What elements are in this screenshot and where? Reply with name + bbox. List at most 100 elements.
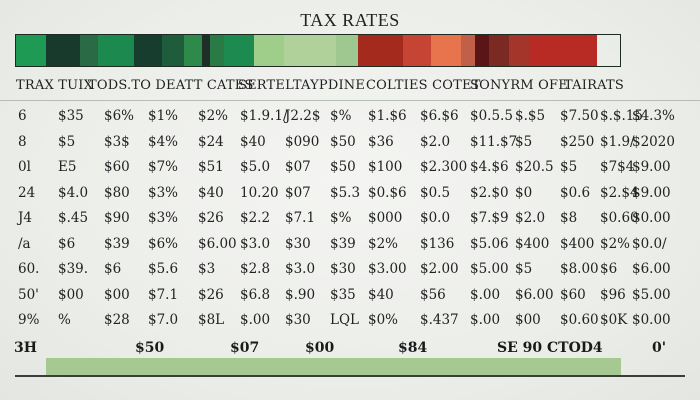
table-cell: $39. [58, 261, 89, 277]
table-cell: $0.60 [600, 210, 639, 226]
table-cell: $51 [198, 159, 224, 175]
table-cell: $0.0 [420, 210, 451, 226]
table-cell: /a [18, 235, 31, 252]
table-cell: $3% [148, 210, 179, 226]
table-cell: $7$4 [600, 159, 635, 175]
table-cell: $.$.15 [600, 108, 643, 124]
table-cell: $6.00 [198, 235, 237, 252]
table-cell: $7% [148, 159, 179, 175]
color-scale-band [15, 34, 621, 67]
table-cell: $100 [368, 159, 403, 175]
table-cell: $7.0 [148, 312, 179, 328]
table-cell: $40 [368, 286, 394, 303]
bottom-rule [15, 375, 685, 377]
table-cell: $.437 [420, 312, 459, 328]
table-cell: 10.20 [240, 184, 279, 201]
table-cell: $4.0 [58, 184, 89, 201]
table-cell: $3$ [104, 133, 130, 150]
table-cell: $30 [285, 235, 311, 252]
footer-cell-2: $50 [135, 340, 165, 356]
table-cell: $7.50 [560, 108, 599, 124]
table-cell: $4.3% [632, 108, 675, 124]
table-cell: $2020 [632, 133, 675, 150]
table-cell: $28 [104, 312, 130, 328]
table-footer: 3H $50 $07 $00 $84 SE 90 CTOD4 0' [0, 340, 700, 360]
column-headers: TRAX TUIX TODS.TO DEATT CATES SERTELTAYP… [0, 78, 700, 98]
footer-cell-4: $00 [305, 340, 335, 356]
table-cell: $3 [198, 261, 216, 277]
table-cell: $.$5 [515, 108, 546, 124]
table-cell: $5.06 [470, 235, 509, 252]
header-divider [0, 100, 700, 101]
band-segment [403, 35, 431, 66]
band-segment [509, 35, 529, 66]
table-cell: $0.0/ [632, 235, 667, 252]
table-cell: $0.5 [420, 184, 451, 201]
table-cell: $7.$9 [470, 210, 509, 226]
table-cell: $7.1 [148, 286, 179, 303]
table-cell: $6.8 [240, 286, 271, 303]
table-cell: $20.5 [515, 159, 554, 175]
band-segment [336, 35, 358, 66]
header-col-4: COLTIES COTET [366, 78, 481, 93]
band-segment [475, 35, 489, 66]
table-cell: $24 [198, 133, 224, 150]
table-row: 9%% $28 $7.0 $8L $.00 $30 LQL $0% $.437 $.00 $00 $0… [0, 312, 700, 342]
table-row: 60. $39. $6 $5.6 $3 $2.8 $3.0 $30 $3.00 $2.00 $5.0… [0, 261, 700, 291]
band-segment [431, 35, 461, 66]
table-cell: $35 [58, 108, 84, 124]
table-cell: $136 [420, 235, 455, 252]
table-cell: $2.300 [420, 159, 468, 175]
table-cell: $400 [515, 235, 550, 252]
table-cell: $2% [198, 108, 229, 124]
table-cell: $39 [330, 235, 356, 252]
table-cell: $000 [368, 210, 403, 226]
header-col-5: SONYRM OFE [470, 78, 568, 93]
table-cell: $6 [104, 261, 122, 277]
table-cell: $5 [515, 261, 533, 277]
table-cell: $5.3 [330, 184, 361, 201]
band-segment [224, 35, 254, 66]
table-cell: $1.9.1/ [240, 108, 288, 124]
table-cell: 50' [18, 286, 39, 303]
table-cell: $2.0 [515, 210, 546, 226]
table-cell: $6% [148, 235, 179, 252]
table-row: 50' $00 $00 $7.1 $26 $6.8 $.90 $35 $40 $56 $.00 $6.… [0, 287, 700, 317]
table-row: 6 $35 $6% $1% $2% $1.9.1/J2.2$ $% $1.$6 $6.$6 $0.… [0, 108, 700, 138]
table-cell: $6 [600, 261, 618, 277]
table-cell: $30 [285, 312, 311, 328]
table-cell: $2% [600, 235, 631, 252]
table-cell: $1% [148, 108, 179, 124]
table-cell: $5.00 [632, 286, 671, 303]
table-cell: $2.00 [420, 261, 459, 277]
table-cell: $8.00 [560, 261, 599, 277]
total-highlight-bar [46, 358, 621, 375]
table-cell: $6% [104, 108, 135, 124]
table-cell: $60 [104, 159, 130, 175]
table-cell: $40 [240, 133, 266, 150]
table-cell: $5 [58, 133, 76, 150]
band-segment [358, 35, 403, 66]
header-col-2: TODS.TO DEATT CATES [88, 78, 254, 93]
table-cell: $250 [560, 133, 595, 150]
table-cell: $5.6 [148, 261, 179, 277]
table-cell: $0.00 [632, 312, 671, 328]
table-cell: $26 [198, 286, 224, 303]
table-cell: $80 [104, 184, 130, 201]
table-cell: $3.0 [240, 235, 271, 252]
band-segment [16, 35, 46, 66]
table-cell: $4% [148, 133, 179, 150]
band-segment [162, 35, 184, 66]
table-cell: $5 [560, 159, 578, 175]
table-cell: $9.00 [632, 184, 671, 201]
table-cell: $0.00 [632, 210, 671, 226]
table-cell: $4.$6 [470, 159, 509, 175]
table-cell: $96 [600, 286, 626, 303]
table-cell: $.00 [470, 286, 501, 303]
table-cell: $3.00 [368, 261, 407, 277]
table-cell: $1.9/ [600, 133, 635, 150]
table-row: J4 $.45 $90 $3% $26 $2.2 $7.1 $% $000 $0.0 $7.$9 $2… [0, 210, 700, 240]
band-segment [134, 35, 162, 66]
table-cell: $2.$0 [470, 184, 509, 201]
table-cell: E5 [58, 159, 77, 175]
